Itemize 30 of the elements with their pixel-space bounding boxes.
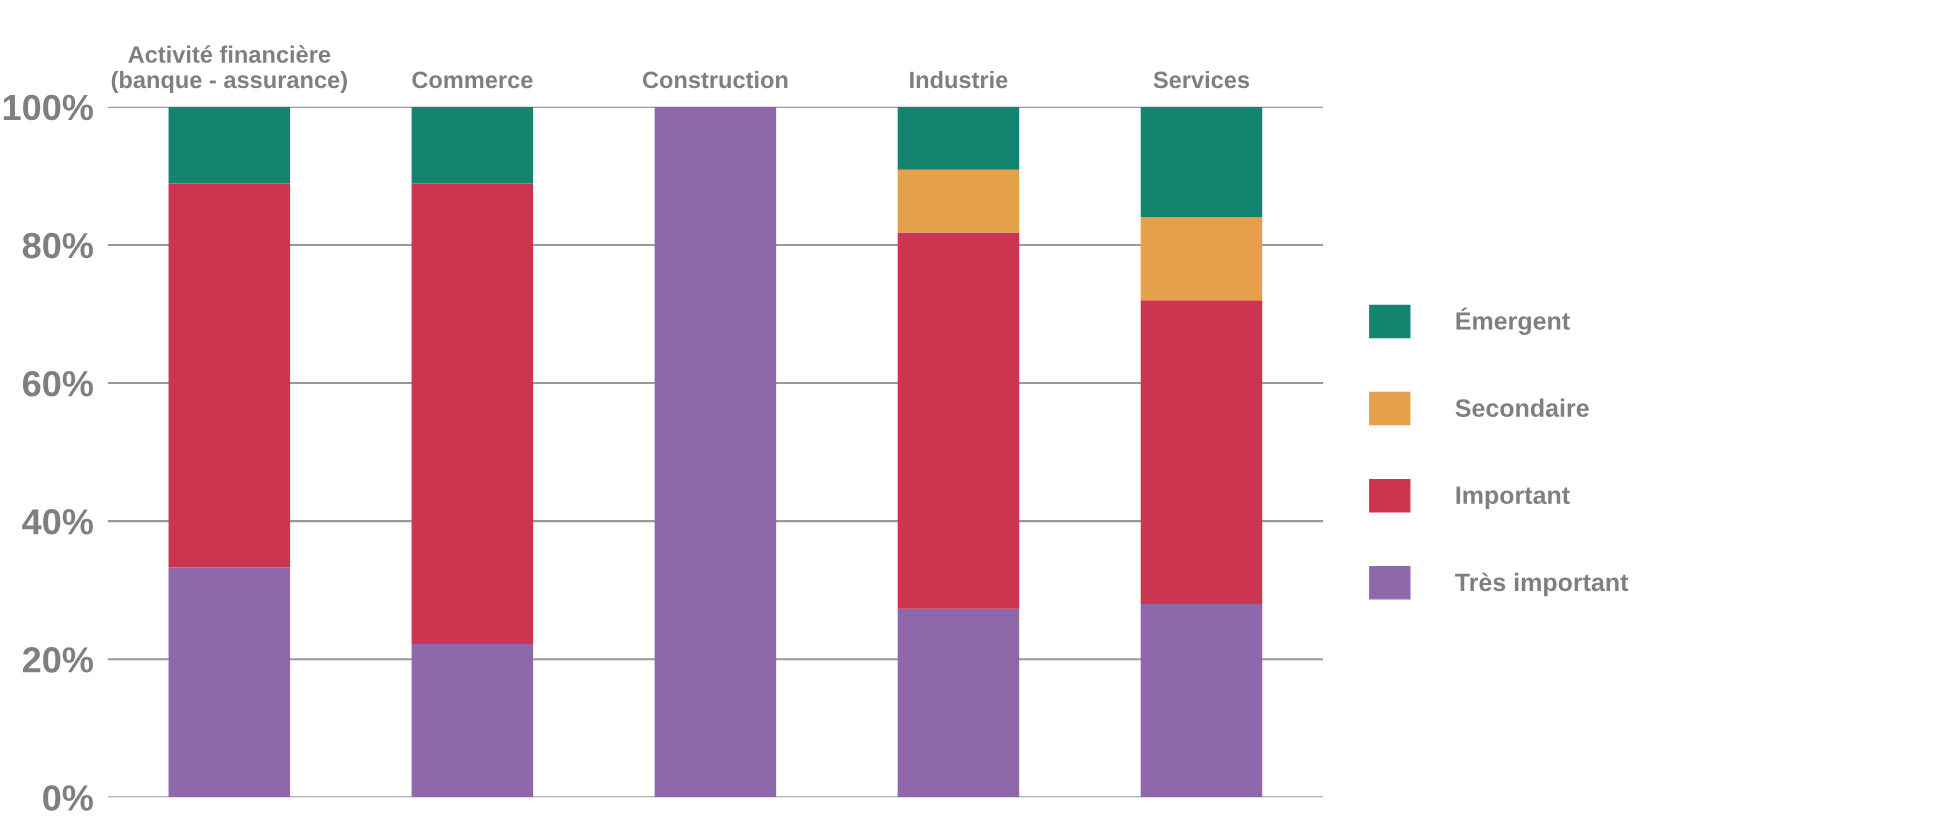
y-tick-label: 0% [43,785,93,811]
y-tick-label: 40% [22,509,93,535]
bar [1140,604,1263,798]
bar [1140,300,1263,605]
bar [654,106,777,798]
bar [897,169,1020,233]
x-tick-label: Commerce [412,71,533,89]
y-tick-label: 100% [3,94,93,121]
legend-label: Secondaire [1455,398,1589,417]
bar [1140,106,1263,218]
bar [897,232,1020,609]
bar [897,106,1020,170]
legend-label: Émergent [1456,307,1570,335]
bar [411,644,534,798]
bar [897,608,1020,798]
bar [411,106,534,184]
x-tick-label: Industrie [910,70,1008,89]
y-tick-label: 20% [22,647,93,673]
bar [168,567,291,798]
legend-label: Très important [1455,572,1629,597]
bar [168,106,291,184]
x-tick-label: Services [1153,70,1250,89]
legend-label: Important [1456,486,1570,510]
y-tick-label: 60% [22,370,93,397]
bar [168,183,291,568]
bar [411,183,534,645]
bar [1140,217,1263,301]
x-tick-label: Construction [642,70,788,89]
y-tick-label: 80% [22,232,93,259]
x-tick-label: Activité financière (banque - assurance) [111,45,347,93]
